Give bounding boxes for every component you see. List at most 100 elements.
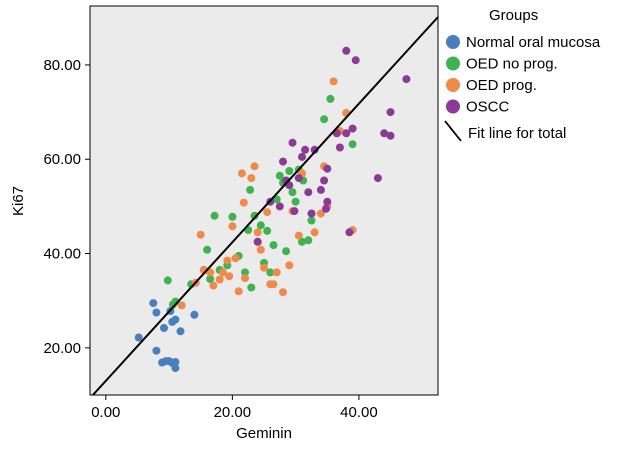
point-oed-prog bbox=[295, 232, 303, 240]
point-oed-prog bbox=[311, 228, 319, 236]
point-oed-prog bbox=[254, 228, 262, 236]
point-normal-oral-mucosa bbox=[160, 324, 168, 332]
point-oscc bbox=[308, 210, 316, 218]
point-oed-no-prog bbox=[247, 284, 255, 292]
x-tick-label: 0.00 bbox=[91, 404, 120, 421]
point-oed-prog bbox=[270, 280, 278, 288]
point-oed-prog bbox=[251, 162, 259, 170]
point-oscc bbox=[402, 75, 410, 83]
legend-swatch-oed-prog bbox=[446, 78, 460, 92]
point-oed-no-prog bbox=[282, 247, 290, 255]
point-oscc bbox=[374, 174, 382, 182]
point-normal-oral-mucosa bbox=[152, 309, 160, 317]
point-oscc bbox=[276, 202, 284, 210]
point-oed-no-prog bbox=[257, 221, 265, 229]
y-tick-label: 40.00 bbox=[43, 246, 81, 263]
point-oed-no-prog bbox=[326, 95, 334, 103]
point-oed-no-prog bbox=[349, 140, 357, 148]
point-oed-prog bbox=[330, 77, 338, 85]
point-oed-prog bbox=[273, 268, 281, 276]
legend-label-oed-no-prog: OED no prog. bbox=[466, 56, 558, 73]
point-oed-prog bbox=[241, 274, 249, 282]
point-oed-no-prog bbox=[228, 213, 236, 221]
point-oed-prog bbox=[263, 208, 271, 216]
point-oed-no-prog bbox=[304, 236, 312, 244]
point-oed-prog bbox=[279, 288, 287, 296]
point-oscc bbox=[387, 108, 395, 116]
point-oed-prog bbox=[247, 174, 255, 182]
x-axis-title: Geminin bbox=[236, 425, 292, 442]
point-oed-no-prog bbox=[246, 186, 254, 194]
point-normal-oral-mucosa bbox=[152, 347, 160, 355]
point-oed-prog bbox=[223, 257, 231, 265]
point-oscc bbox=[345, 228, 353, 236]
point-oscc bbox=[304, 188, 312, 196]
y-axis-title: Ki67 bbox=[10, 186, 27, 216]
point-oed-prog bbox=[235, 287, 243, 295]
point-oed-no-prog bbox=[211, 212, 219, 220]
legend-swatch-oed-no-prog bbox=[446, 57, 460, 71]
legend: Groups Normal oral mucosa OED no prog. OED… bbox=[445, 7, 601, 142]
point-oed-prog bbox=[240, 199, 248, 207]
point-oscc bbox=[352, 56, 360, 64]
point-normal-oral-mucosa bbox=[171, 364, 179, 372]
legend-fit-line-label: Fit line for total bbox=[468, 125, 566, 142]
point-oed-no-prog bbox=[164, 276, 172, 284]
point-oscc bbox=[322, 205, 330, 213]
point-oed-no-prog bbox=[308, 217, 316, 225]
point-oed-no-prog bbox=[276, 172, 284, 180]
legend-label-oscc: OSCC bbox=[466, 99, 510, 116]
point-oscc bbox=[298, 153, 306, 161]
point-oed-prog bbox=[238, 169, 246, 177]
legend-swatch-normal-oral-mucosa bbox=[446, 35, 460, 49]
point-oed-prog bbox=[285, 261, 293, 269]
legend-label-normal-oral-mucosa: Normal oral mucosa bbox=[466, 34, 601, 51]
point-oed-prog bbox=[197, 231, 205, 239]
point-normal-oral-mucosa bbox=[149, 299, 157, 307]
point-oscc bbox=[289, 139, 297, 147]
point-oscc bbox=[342, 47, 350, 55]
point-oscc bbox=[323, 198, 331, 206]
point-normal-oral-mucosa bbox=[190, 311, 198, 319]
point-oed-prog bbox=[232, 254, 240, 262]
point-oed-no-prog bbox=[285, 167, 293, 175]
point-oscc bbox=[336, 144, 344, 152]
point-oed-no-prog bbox=[203, 246, 211, 254]
legend-swatch-oscc bbox=[446, 100, 460, 114]
point-oscc bbox=[279, 158, 287, 166]
legend-items: Normal oral mucosa OED no prog. OED prog. O… bbox=[446, 34, 601, 116]
point-oed-no-prog bbox=[320, 115, 328, 123]
legend-label-oed-prog: OED prog. bbox=[466, 77, 537, 94]
legend-title: Groups bbox=[489, 7, 538, 24]
point-oed-no-prog bbox=[292, 198, 300, 206]
point-oscc bbox=[320, 177, 328, 185]
point-normal-oral-mucosa bbox=[171, 316, 179, 324]
point-oed-no-prog bbox=[270, 241, 278, 249]
point-oed-prog bbox=[209, 282, 217, 290]
point-oscc bbox=[317, 186, 325, 194]
point-oscc bbox=[301, 146, 309, 154]
x-tick-label: 40.00 bbox=[340, 404, 378, 421]
point-oscc bbox=[323, 165, 331, 173]
point-oed-no-prog bbox=[263, 227, 271, 235]
point-oed-prog bbox=[260, 264, 268, 272]
x-tick-label: 20.00 bbox=[214, 404, 252, 421]
legend-fit-line-symbol bbox=[445, 121, 461, 141]
y-tick-label: 80.00 bbox=[43, 57, 81, 74]
point-oed-prog bbox=[228, 222, 236, 230]
point-oed-no-prog bbox=[289, 188, 297, 196]
point-oed-prog bbox=[225, 272, 233, 280]
y-tick-label: 60.00 bbox=[43, 151, 81, 168]
point-oscc bbox=[254, 238, 262, 246]
point-oscc bbox=[387, 132, 395, 140]
point-oed-prog bbox=[178, 301, 186, 309]
point-oscc bbox=[349, 125, 357, 133]
point-normal-oral-mucosa bbox=[177, 327, 185, 335]
y-tick-label: 20.00 bbox=[43, 340, 81, 357]
point-oed-prog bbox=[216, 276, 224, 284]
point-oscc bbox=[295, 174, 303, 182]
point-oed-prog bbox=[257, 246, 265, 254]
point-oscc bbox=[290, 207, 298, 215]
